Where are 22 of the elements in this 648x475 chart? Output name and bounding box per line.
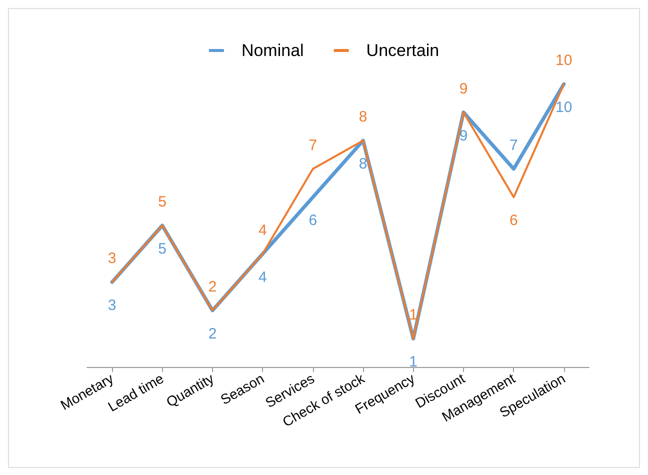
data-label: 9: [459, 80, 468, 98]
data-label: 3: [108, 250, 116, 268]
data-label: 7: [308, 136, 318, 154]
legend-label: Nominal: [241, 41, 304, 60]
data-label: 1: [409, 354, 418, 371]
data-label: 1: [409, 306, 418, 324]
data-label: 4: [258, 222, 267, 239]
data-label: 8: [358, 108, 368, 126]
data-label: 10: [556, 52, 572, 69]
data-label: 9: [459, 127, 468, 144]
data-label: 6: [510, 212, 518, 230]
data-label: 10: [556, 99, 572, 116]
data-label: 4: [258, 268, 267, 286]
data-label: 8: [358, 156, 368, 173]
data-label: 3: [108, 297, 116, 314]
data-label: 2: [208, 278, 217, 296]
legend-label: Uncertain: [366, 41, 440, 60]
data-label: 5: [158, 240, 166, 258]
data-label: 2: [208, 325, 217, 342]
data-label: 5: [158, 194, 166, 210]
data-label: 7: [510, 136, 518, 154]
data-label: 6: [308, 212, 318, 230]
